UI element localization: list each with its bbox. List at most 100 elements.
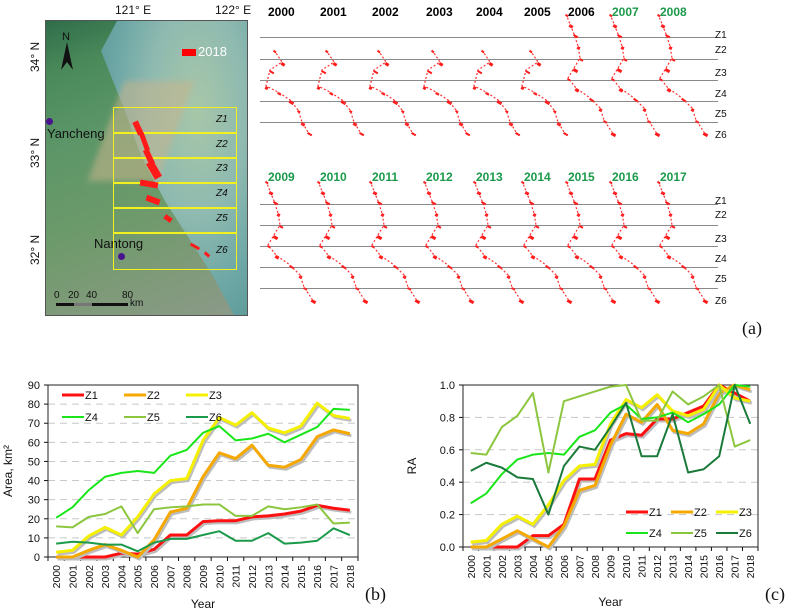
aquaculture-extent — [608, 180, 661, 305]
map-zone-label-z4: Z4 — [216, 188, 228, 199]
year-label: 2009 — [268, 170, 295, 184]
y-tick-label: 0.2 — [440, 510, 455, 522]
zone-divider — [260, 80, 718, 81]
aquaculture-extent — [656, 180, 709, 305]
y-tick-label: 80 — [28, 399, 40, 411]
y-tick-label: 0.8 — [440, 412, 455, 424]
y-tick-label: 0.0 — [440, 542, 455, 554]
plot-frame — [462, 384, 759, 548]
legend-label: Z3 — [209, 390, 222, 402]
aquaculture-extent — [656, 13, 709, 138]
zone-label: Z3 — [715, 68, 727, 79]
zone-label: Z5 — [715, 274, 727, 285]
nantong-marker — [118, 253, 125, 260]
x-tick-label: 2001 — [481, 555, 493, 579]
year-label: 2014 — [524, 170, 551, 184]
year-label: 2002 — [372, 5, 399, 19]
panel-tag-a: (a) — [742, 318, 762, 338]
x-tick-label: 2009 — [198, 565, 210, 589]
y-tick-label: 0.4 — [440, 477, 455, 489]
zone-label: Z3 — [715, 234, 727, 245]
zone-label: Z1 — [715, 196, 727, 207]
year-label: 2008 — [660, 5, 687, 19]
x-tick-label: 2006 — [149, 565, 161, 589]
year-label: 2003 — [426, 5, 453, 19]
zone-box-z2 — [113, 132, 237, 159]
scale-tick-20: 20 — [68, 290, 80, 301]
scale-tick-40: 40 — [86, 290, 98, 301]
zone-divider — [260, 225, 718, 226]
x-tick-label: 2016 — [714, 555, 726, 579]
aquaculture-extent — [520, 49, 569, 137]
x-tick-label: 2004 — [528, 555, 540, 579]
legend-label: Z2 — [694, 507, 707, 519]
x-tick-label: 2004 — [116, 565, 128, 589]
aquaculture-extent — [264, 49, 313, 137]
lat-label-33: 33° N — [28, 137, 42, 168]
legend-label: Z4 — [649, 528, 662, 540]
chart-area: 0 10 20 30 40 50 60 70 80 90 2000 2001 2002 2003 2004 2… — [1, 380, 359, 611]
x-tick-label: 2001 — [67, 565, 79, 589]
aquaculture-extent — [608, 13, 661, 138]
x-tick-label: 2014 — [280, 565, 292, 589]
aquaculture-extent — [316, 49, 365, 137]
x-tick-label: 2009 — [606, 555, 618, 579]
x-axis-label: Year — [598, 595, 622, 609]
panel-tag-c: (c) — [765, 584, 785, 604]
legend-label: Z2 — [147, 390, 160, 402]
series-line-z6 — [56, 527, 351, 553]
series-line-z6 — [470, 384, 752, 516]
aquaculture-extent — [368, 49, 417, 137]
legend-swatch-2018 — [182, 49, 196, 56]
x-tick-label: 2000 — [51, 565, 63, 589]
x-tick-label: 2003 — [100, 565, 112, 589]
y-axis-label: Area, km² — [1, 445, 15, 497]
y-tick-label: 10 — [28, 533, 40, 545]
x-tick-label: 2002 — [84, 565, 96, 589]
zone-label: Z2 — [715, 210, 727, 221]
year-label: 2001 — [320, 5, 347, 19]
zone-box-z1 — [113, 107, 237, 134]
zone-divider — [260, 288, 718, 289]
y-tick-label: 0.6 — [440, 445, 455, 457]
aquaculture-extent — [520, 180, 573, 305]
zone-divider — [260, 246, 718, 247]
y-tick-label: 50 — [28, 456, 40, 468]
year-label: 2007 — [612, 5, 639, 19]
zone-divider — [260, 204, 718, 205]
legend-label: Z6 — [739, 528, 752, 540]
legend-label: Z5 — [147, 412, 160, 424]
aquaculture-extent — [564, 13, 617, 138]
year-label: 2000 — [268, 5, 295, 19]
x-tick-label: 2012 — [247, 565, 259, 589]
year-label: 2004 — [476, 5, 503, 19]
zone-divider — [260, 101, 718, 102]
zone-label: Z6 — [715, 130, 727, 141]
x-axis-label: Year — [191, 597, 215, 611]
x-tick-label: 2018 — [745, 555, 757, 579]
aquaculture-extent — [473, 180, 525, 305]
y-tick-label: 30 — [28, 495, 40, 507]
map-zone-label-z1: Z1 — [216, 114, 228, 125]
north-label: N — [62, 31, 70, 43]
yancheng-marker — [46, 118, 53, 125]
lon-label-121: 121° E — [115, 3, 152, 17]
lat-label-34: 34° N — [28, 41, 42, 72]
series-line-z4 — [470, 384, 751, 505]
zone-label: Z4 — [715, 89, 727, 100]
series-line-z4 — [55, 407, 350, 519]
x-tick-label: 2011 — [637, 555, 649, 578]
x-tick-label: 2011 — [231, 565, 243, 588]
x-tick-label: 2010 — [214, 565, 226, 589]
x-tick-label: 2007 — [165, 565, 177, 589]
zone-label: Z1 — [715, 30, 727, 41]
legend-label: Z1 — [85, 390, 98, 402]
year-label: 2010 — [320, 170, 347, 184]
year-label: 2012 — [426, 170, 453, 184]
satellite-map: N 2018 Yancheng Nantong Z1 Z2 Z3 Z4 Z5 Z… — [45, 20, 248, 316]
zone-divider — [260, 59, 718, 60]
aquaculture-extent — [369, 180, 421, 305]
legend-label: Z3 — [739, 507, 752, 519]
y-tick-label: 20 — [28, 514, 40, 526]
year-label: 2013 — [476, 170, 503, 184]
